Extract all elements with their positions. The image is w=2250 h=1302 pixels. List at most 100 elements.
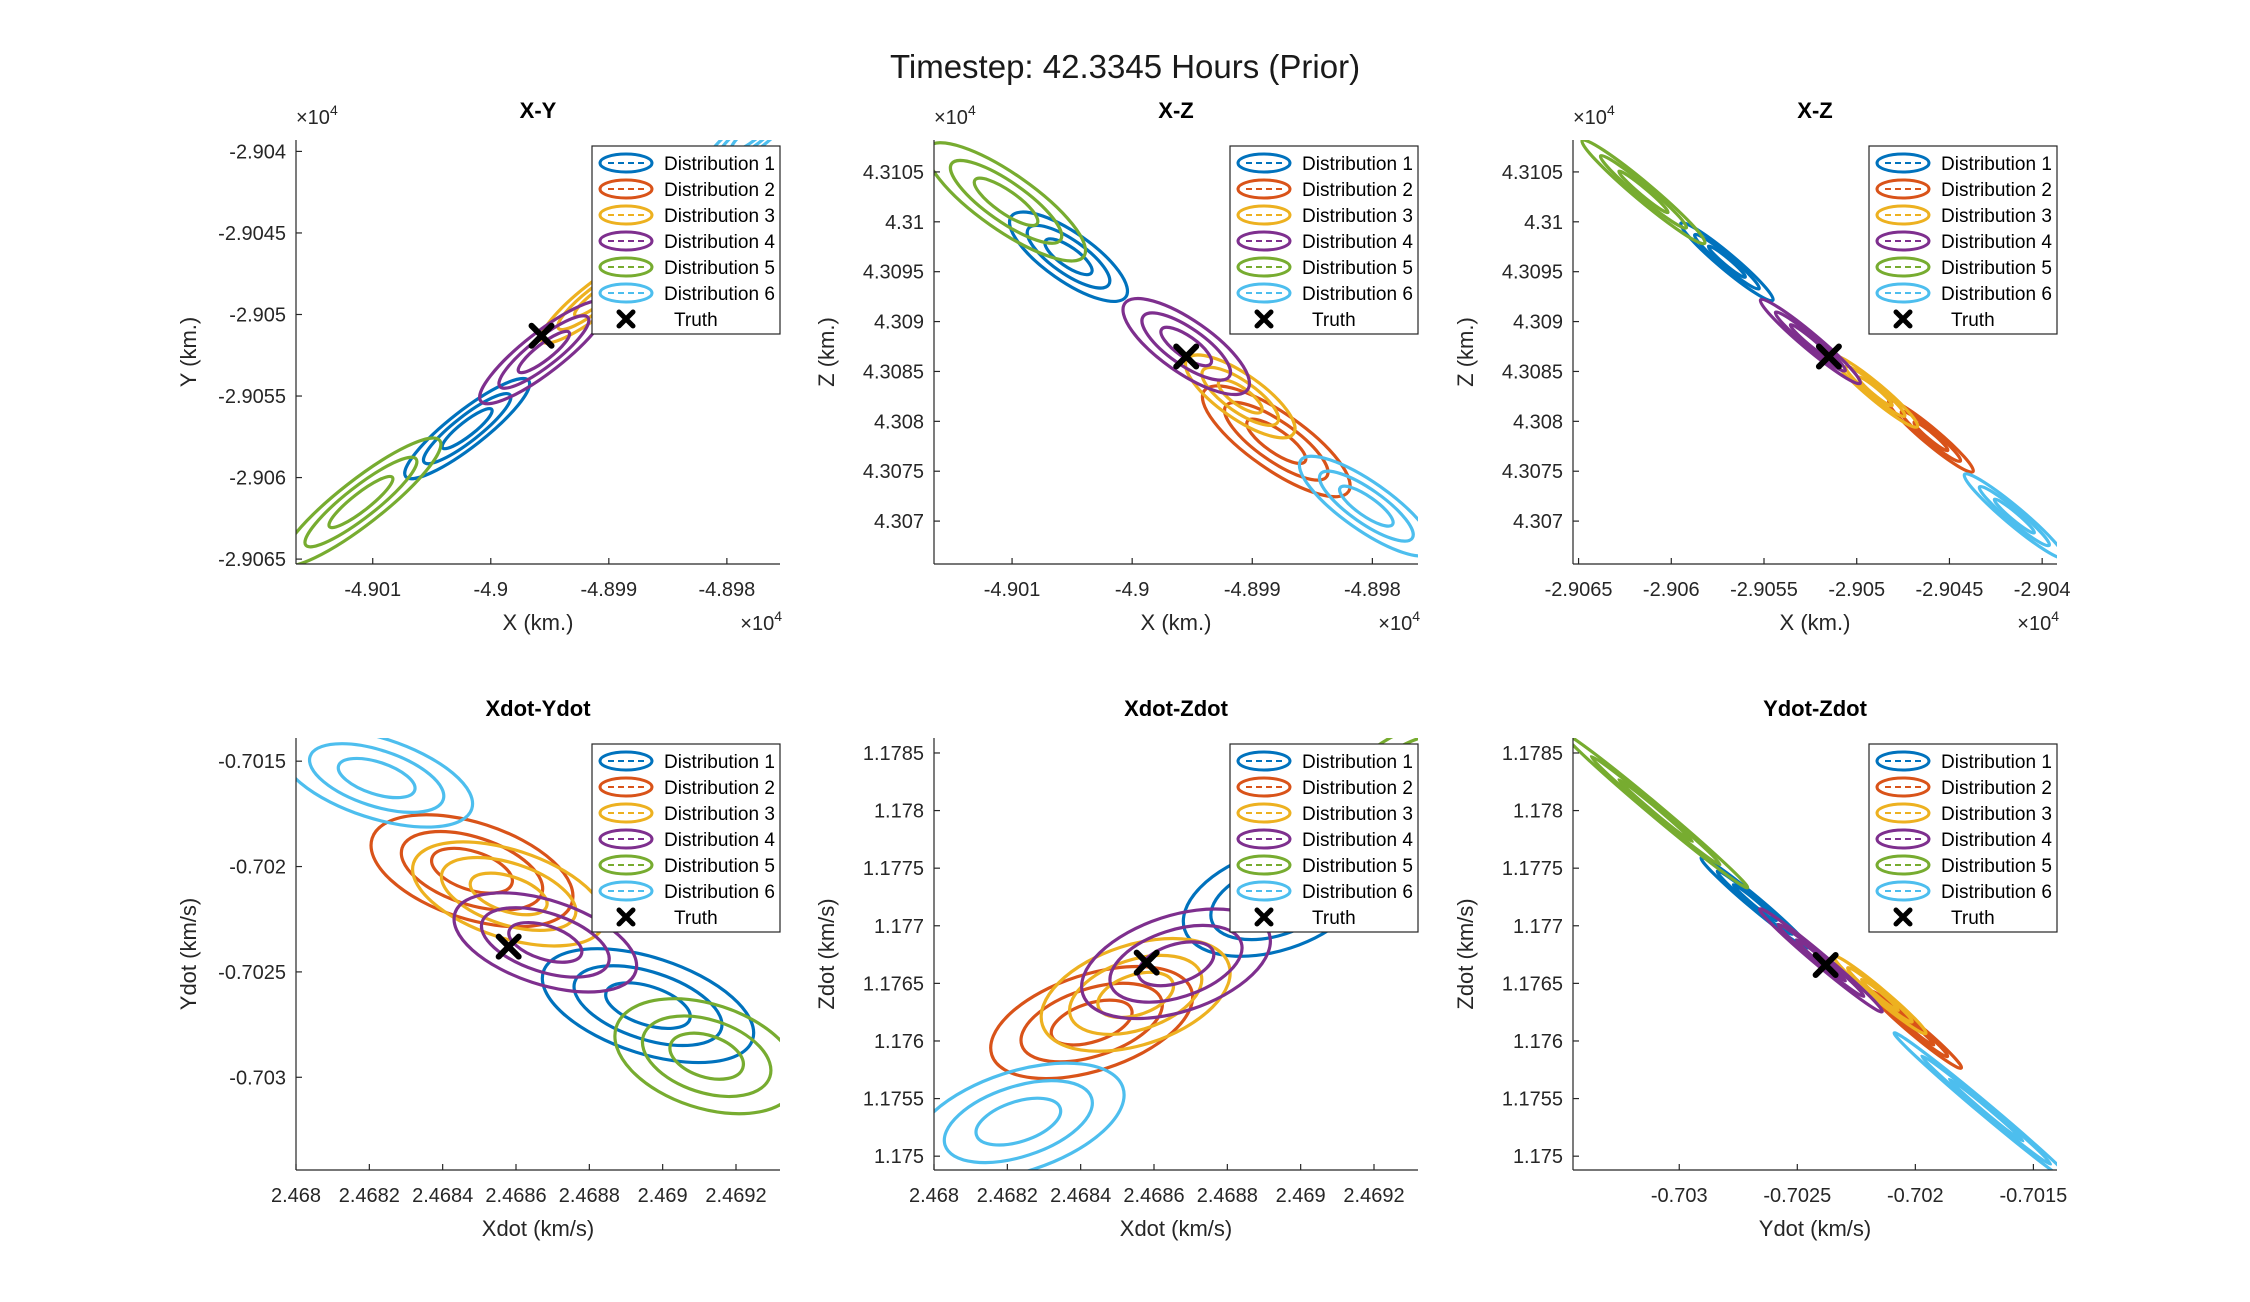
x-tick-label: -2.904: [2014, 579, 2071, 601]
truth-marker: [495, 933, 522, 960]
legend-entry-label: Distribution 1: [1302, 154, 1413, 175]
legend-entry-label: Distribution 2: [664, 778, 775, 799]
legend: Distribution 1 Distribution 2 Distribution…: [1229, 743, 1419, 933]
y-tick-label: 4.3075: [1502, 461, 1563, 483]
y-tick-label: -0.703: [229, 1067, 286, 1089]
legend-entry-label: Distribution 1: [664, 154, 775, 175]
distribution-6-contour: [296, 738, 475, 829]
x-axis-label: X (km.): [503, 610, 574, 635]
y-tick-label: 4.308: [1513, 411, 1563, 433]
subplot-4: 2.468 2.4682 2.4684 2.4686 2.4688 2.469 2.4692…: [176, 696, 781, 1241]
x-tick-label: 2.4688: [1197, 1185, 1258, 1207]
truth-marker: [1812, 951, 1839, 978]
x-exponent-label: ×104: [1378, 608, 1420, 635]
x-tick-label: -0.702: [1887, 1185, 1944, 1207]
x-tick-label: 2.468: [271, 1185, 321, 1207]
subplot-title: X-Y: [520, 98, 557, 123]
legend-swatch: [1875, 854, 1931, 876]
legend-entry-label: Distribution 6: [1941, 284, 2052, 305]
legend-entry-label: Distribution 4: [1941, 232, 2052, 253]
x-tick-label: 2.469: [1276, 1185, 1326, 1207]
legend-entry-label: Distribution 4: [1941, 830, 2052, 851]
y-tick-label: 1.176: [1513, 1031, 1563, 1053]
subplot-title: X-Z: [1797, 98, 1832, 123]
legend-truth-marker: [1893, 907, 1913, 927]
distribution-6-contour: [1892, 1031, 2057, 1170]
legend-truth-marker: [616, 907, 636, 927]
y-tick-label: 1.1785: [863, 743, 924, 765]
legend-swatch: [1236, 750, 1292, 772]
y-tick-label: -0.702: [229, 857, 286, 879]
legend: Distribution 1 Distribution 2 Distribution…: [1229, 145, 1419, 335]
legend-swatch: [1875, 776, 1931, 798]
subplot-title: Ydot-Zdot: [1763, 696, 1868, 721]
distribution-4-contour: [1776, 922, 1866, 999]
y-tick-label: 1.1765: [863, 973, 924, 995]
distribution-4-contour: [1773, 310, 1848, 373]
x-axis-label: X (km.): [1780, 610, 1851, 635]
y-tick-label: -0.7025: [218, 962, 286, 984]
distribution-4-contour: [1080, 907, 1272, 1021]
legend-swatch: [598, 828, 654, 850]
legend-swatch: [1875, 828, 1931, 850]
y-tick-label: 4.3095: [1502, 262, 1563, 284]
legend-entry-label: Distribution 3: [1941, 804, 2052, 825]
ellipse-group: [1580, 140, 2057, 561]
y-tick-label: -2.9065: [218, 549, 286, 571]
y-axis-label: Zdot (km/s): [1453, 898, 1478, 1009]
legend-swatch: [598, 854, 654, 876]
legend-entry-label: Distribution 1: [1302, 752, 1413, 773]
legend-swatch: [1236, 828, 1292, 850]
y-tick-label: 1.1755: [1502, 1089, 1563, 1111]
x-tick-label: -4.898: [1344, 579, 1401, 601]
x-tick-label: 2.4684: [1050, 1185, 1111, 1207]
x-tick-label: -4.9: [1115, 579, 1149, 601]
legend-swatch: [598, 178, 654, 200]
legend-truth-marker: [1254, 907, 1274, 927]
y-axis-label: Ydot (km/s): [176, 898, 201, 1010]
y-tick-label: -2.9045: [218, 223, 286, 245]
distribution-5-contour: [296, 436, 443, 564]
legend: Distribution 1 Distribution 2 Distribution…: [591, 743, 781, 933]
y-axis-label: Z (km.): [814, 317, 839, 387]
y-tick-label: 1.1755: [863, 1089, 924, 1111]
distribution-4-contour: [452, 891, 639, 994]
y-tick-label: 4.3095: [863, 262, 924, 284]
distribution-6-contour: [942, 1079, 1094, 1165]
legend-entry-label: Truth: [1951, 310, 1995, 331]
distribution-1-contour: [1731, 883, 1778, 923]
x-tick-label: 2.469: [638, 1185, 688, 1207]
y-axis-label: Y (km.): [176, 317, 201, 387]
legend-entry-label: Distribution 4: [1302, 232, 1413, 253]
x-tick-label: 2.4684: [412, 1185, 473, 1207]
legend-swatch: [1875, 802, 1931, 824]
legend-entry-label: Distribution 1: [664, 752, 775, 773]
subplot-title: Xdot-Zdot: [1124, 696, 1229, 721]
truth-marker: [528, 322, 555, 349]
x-axis-label: X (km.): [1141, 610, 1212, 635]
legend-entry-label: Distribution 2: [1302, 778, 1413, 799]
x-tick-label: -2.905: [1828, 579, 1885, 601]
legend-entry-label: Distribution 5: [664, 856, 775, 877]
distribution-4-contour: [1140, 311, 1233, 382]
distribution-5-contour: [303, 455, 419, 549]
ellipse-group: [934, 141, 1418, 558]
legend-swatch: [1875, 230, 1931, 252]
subplot-6: -0.703 -0.7025 -0.702 -0.7015 1.175 1.1755 1.1…: [1453, 696, 2067, 1241]
distribution-1-contour: [1043, 237, 1094, 277]
legend-swatch: [598, 776, 654, 798]
distribution-1-contour: [1007, 210, 1130, 304]
truth-marker: [1173, 343, 1200, 370]
legend-entry-label: Distribution 5: [664, 258, 775, 279]
legend-swatch: [1236, 204, 1292, 226]
distribution-2-contour: [369, 813, 575, 929]
distribution-4-contour: [1757, 907, 1884, 1014]
distribution-2-contour: [1049, 998, 1134, 1047]
distribution-6-contour: [1962, 472, 2057, 561]
x-tick-label: -0.7015: [1999, 1185, 2067, 1207]
x-tick-label: -2.9045: [1916, 579, 1984, 601]
subplot-2: -4.901 -4.9 -4.899 -4.898 4.307 4.3075 4.308 4.…: [814, 98, 1420, 635]
y-tick-label: 1.177: [874, 916, 924, 938]
distribution-3-contour: [1039, 936, 1232, 1053]
